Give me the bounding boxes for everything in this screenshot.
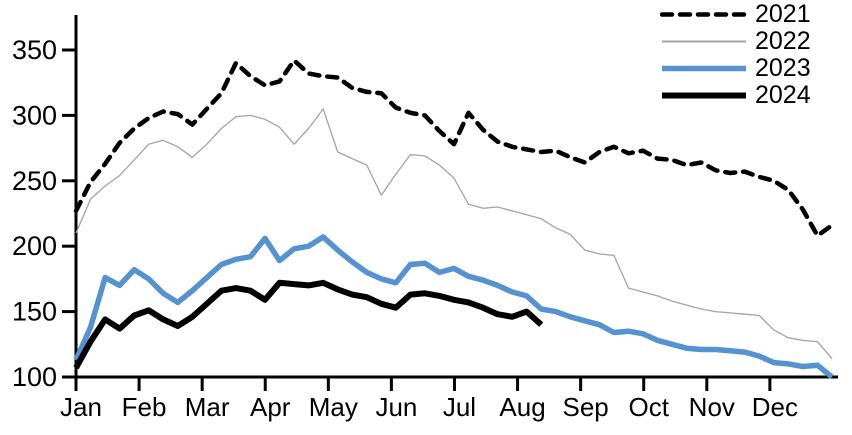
series-line-2023 [73,234,834,380]
y-tick-label: 200 [12,231,57,261]
legend-label-2023: 2023 [755,54,811,82]
x-tick-label-sep: Sep [563,392,609,422]
series-line-2022 [75,108,833,360]
x-tick-label-jan: Jan [60,392,102,422]
legend-label-2022: 2022 [755,27,811,55]
legend-item-2022: 2022 [660,28,811,55]
legend-item-2024: 2024 [660,82,811,109]
y-tick-label: 150 [12,297,57,327]
y-tick-label: 350 [12,35,57,65]
legend-label-2024: 2024 [755,81,811,109]
series-line-2024 [73,279,544,370]
x-tick-label-jul: Jul [443,392,476,422]
legend-item-2023: 2023 [660,55,811,82]
y-tick-label: 300 [12,100,57,130]
x-tick-label-apr: Apr [250,392,291,422]
series-line-2021 [73,58,835,238]
legend-sample-2022 [662,40,746,43]
x-tick-label-may: May [309,392,358,422]
legend-item-2021: 2021 [660,1,811,28]
x-tick-label-mar: Mar [185,392,230,422]
y-tick-label: 250 [12,166,57,196]
chart-legend: 2021 2022 2023 2024 [660,1,811,109]
x-tick-label-feb: Feb [122,392,167,422]
legend-label-2021: 2021 [755,0,811,28]
legend-sample-2024 [662,92,746,99]
x-tick-label-aug: Aug [499,392,545,422]
x-tick-label-jun: Jun [375,392,417,422]
x-tick-label-oct: Oct [628,392,669,422]
y-tick-label: 100 [12,362,57,392]
x-tick-label-dec: Dec [752,392,798,422]
legend-sample-2021 [660,12,748,17]
x-tick-label-nov: Nov [689,392,735,422]
legend-sample-2023 [662,65,746,72]
